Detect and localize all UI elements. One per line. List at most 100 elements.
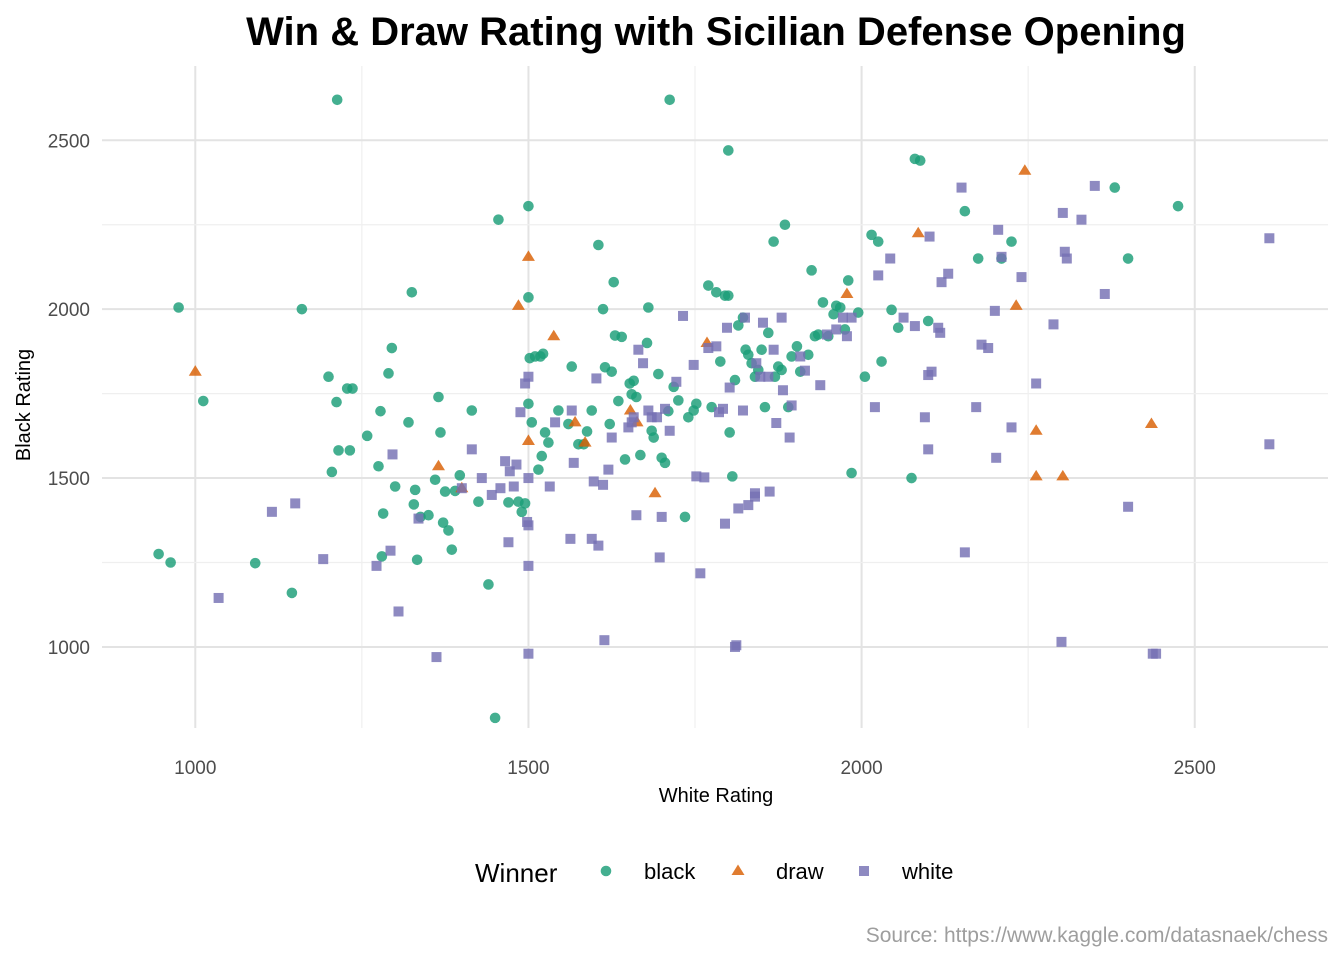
black-point <box>768 236 779 247</box>
white-point <box>719 518 730 529</box>
white-point <box>721 322 732 333</box>
white-point <box>751 358 762 369</box>
white-point <box>603 464 614 475</box>
black-point <box>586 405 598 416</box>
black-point <box>664 94 675 106</box>
draw-point <box>911 226 925 238</box>
white-point <box>841 331 852 342</box>
series-white <box>213 180 1275 663</box>
black-point <box>802 349 814 361</box>
black-point <box>423 509 434 521</box>
black-point <box>197 395 209 407</box>
black-point <box>711 286 722 298</box>
black-point <box>906 472 917 484</box>
white-point <box>520 378 531 389</box>
white-point <box>956 182 967 193</box>
black-point <box>641 337 653 349</box>
black-point <box>347 383 358 394</box>
black-point <box>606 366 618 377</box>
white-point <box>511 459 522 470</box>
white-point <box>1048 319 1059 330</box>
legend-key-black <box>600 865 612 877</box>
black-point <box>914 155 926 166</box>
white-point <box>933 322 944 333</box>
white-point <box>1264 439 1275 450</box>
white-point <box>565 533 576 544</box>
legend-label-white: white <box>901 859 953 884</box>
white-point <box>626 417 637 428</box>
white-point <box>768 344 779 355</box>
white-point <box>1123 501 1134 512</box>
white-point <box>654 552 665 563</box>
black-point <box>1122 253 1134 264</box>
white-point <box>371 560 382 571</box>
black-point <box>403 417 414 428</box>
white-point <box>739 312 750 323</box>
black-point <box>286 587 298 599</box>
white-point <box>515 407 526 418</box>
white-point <box>971 402 982 413</box>
white-point <box>523 473 534 484</box>
white-point <box>623 422 634 433</box>
white-point <box>1089 180 1100 191</box>
black-point <box>516 506 528 518</box>
black-point <box>553 405 564 416</box>
black-point <box>493 214 504 225</box>
white-point <box>656 511 667 522</box>
white-point <box>643 405 654 416</box>
black-point <box>408 499 420 510</box>
white-point <box>821 329 832 340</box>
white-point <box>476 473 487 484</box>
white-point <box>213 592 224 603</box>
white-point <box>631 510 642 521</box>
white-point <box>599 635 610 646</box>
black-point <box>776 364 787 376</box>
white-point <box>523 371 534 382</box>
black-point <box>526 417 538 428</box>
black-point <box>454 470 466 481</box>
black-point <box>616 331 628 343</box>
white-point <box>387 449 398 460</box>
black-point <box>433 391 444 403</box>
white-point <box>771 418 782 429</box>
draw-point <box>1056 469 1070 481</box>
white-point <box>996 251 1007 262</box>
black-point <box>703 280 714 291</box>
black-point <box>437 517 449 528</box>
black-point <box>383 368 394 379</box>
black-point <box>389 481 401 492</box>
black-point <box>533 464 544 475</box>
black-point <box>249 557 261 569</box>
x-tick-label: 1000 <box>174 758 216 779</box>
white-point <box>688 359 699 370</box>
black-point <box>439 486 451 497</box>
black-point <box>817 297 829 308</box>
white-point <box>695 568 706 579</box>
black-point <box>489 712 501 724</box>
white-point <box>869 402 880 413</box>
black-point <box>581 426 593 437</box>
legend-label-draw: draw <box>776 859 824 884</box>
black-point <box>503 497 514 508</box>
black-point <box>1172 200 1184 212</box>
black-point <box>296 303 308 315</box>
black-point <box>846 467 857 479</box>
white-point <box>1016 272 1027 283</box>
black-point <box>331 396 342 408</box>
black-point <box>406 286 418 298</box>
black-point <box>635 449 646 461</box>
white-point <box>936 277 947 288</box>
white-point <box>909 321 920 332</box>
white-point <box>743 500 754 511</box>
black-point <box>344 445 356 456</box>
white-point <box>500 456 511 467</box>
black-point <box>723 145 734 156</box>
black-point <box>756 344 767 356</box>
white-point <box>593 540 604 551</box>
white-point <box>926 366 937 377</box>
legend-label-black: black <box>644 859 696 884</box>
white-point <box>466 444 477 455</box>
black-point <box>619 454 631 465</box>
black-point <box>539 427 551 438</box>
